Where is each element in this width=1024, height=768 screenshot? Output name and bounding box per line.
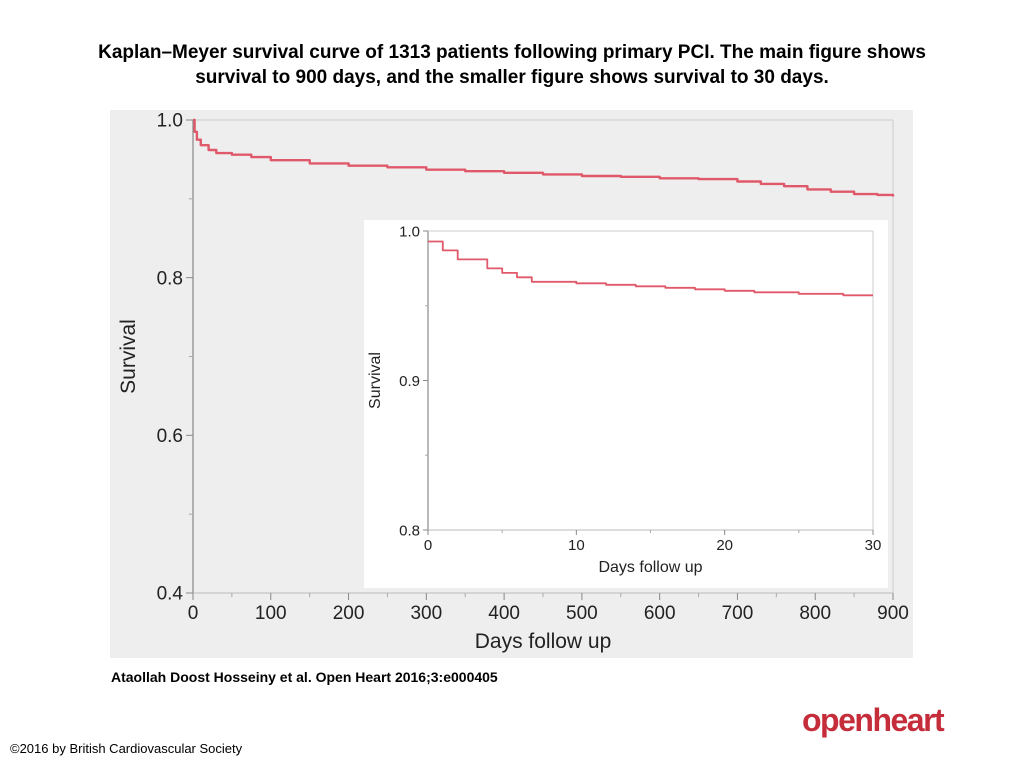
main-x-tick-label: 800 (799, 603, 831, 624)
chart-title: Kaplan–Meyer survival curve of 1313 pati… (30, 40, 994, 90)
main-y-axis-label: Survival (117, 319, 140, 394)
survival-chart: 0.40.60.81.00 100 200 300 400 500 600 700 800 900… (117, 111, 909, 653)
inset-y-tick-label: 1.0 (399, 223, 420, 240)
figure-panel: 0.4 0.6 0.8 1.0 0 100 200 300 400 500 600 700 800 900… (110, 110, 913, 658)
openheart-logo: openheart (802, 702, 945, 738)
main-x-tick-label: 200 (333, 603, 365, 624)
main-x-tick-label: 600 (644, 603, 676, 624)
inset-y-tick-label: 0.8 (399, 522, 420, 539)
copyright-notice: ©2016 by British Cardiovascular Society (10, 741, 243, 756)
main-x-tick-label: 0 (188, 603, 199, 624)
main-x-tick-label: 400 (488, 603, 520, 624)
inset-x-tick-label: 0 (424, 537, 432, 554)
main-x-tick-label: 500 (566, 603, 598, 624)
inset-background (364, 220, 888, 588)
citation: Ataollah Doost Hosseiny et al. Open Hear… (111, 669, 498, 685)
chart-title-line-2: survival to 900 days, and the smaller fi… (195, 67, 829, 88)
main-x-tick-label: 900 (877, 603, 909, 624)
inset-x-tick-label: 10 (568, 537, 585, 554)
main-y-tick-label: 0.8 (157, 268, 183, 289)
inset-y-axis-label: Survival (367, 352, 384, 409)
inset-chart: 0.8 0.9 1.0 0 10 20 30 Days follow up Survival (364, 220, 888, 588)
main-x-tick-label: 300 (410, 603, 442, 624)
main-x-tick-label: 100 (255, 603, 287, 624)
main-y-tick-label: 0.4 (157, 584, 184, 605)
main-x-axis-label: Days follow up (475, 630, 612, 653)
inset-survival-curve-0 (428, 240, 873, 297)
inset-x-axis-label: Days follow up (598, 559, 702, 576)
main-x-tick-label: 700 (722, 603, 754, 624)
main-survival-curve-0 (193, 118, 895, 197)
chart-title-line-1: Kaplan–Meyer survival curve of 1313 pati… (98, 42, 926, 63)
main-chart: 0.40.60.81.00 100 200 300 400 500 600 700 800 900… (117, 111, 909, 653)
inset-x-tick-label: 30 (865, 537, 882, 554)
inset-y-tick-label: 0.9 (399, 373, 420, 390)
main-y-tick-label: 1.0 (157, 111, 183, 132)
main-y-tick-label: 0.6 (157, 426, 183, 447)
inset-x-tick-label: 20 (716, 537, 733, 554)
